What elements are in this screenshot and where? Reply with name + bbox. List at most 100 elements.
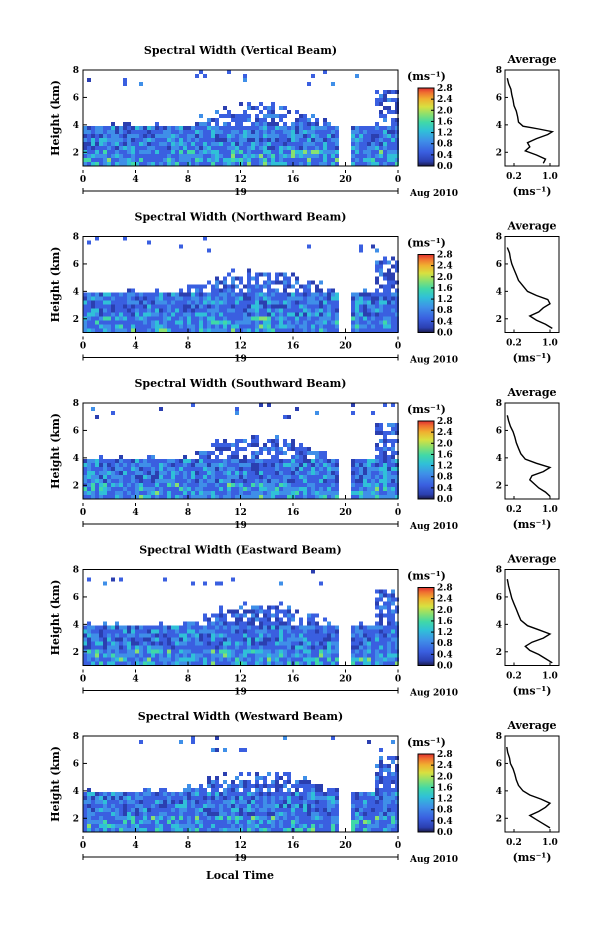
heatmap-cell	[259, 316, 263, 321]
heatmap-cell	[271, 447, 275, 451]
heatmap-cell	[119, 455, 123, 459]
heatmap-cell	[351, 649, 355, 654]
heatmap-cell	[391, 463, 395, 467]
heatmap-cell	[395, 467, 399, 471]
heatmap-cell	[179, 483, 183, 487]
heatmap-cell	[203, 463, 207, 467]
heatmap-cell	[271, 439, 275, 443]
heatmap-cell	[255, 324, 259, 329]
heatmap-cell	[283, 772, 287, 776]
heatmap-cell	[383, 788, 387, 792]
heatmap-cell	[135, 467, 139, 471]
heatmap-cell	[171, 800, 175, 804]
heatmap-cell	[191, 495, 195, 499]
heatmap-cell	[271, 308, 275, 313]
heatmap-cell	[331, 328, 335, 333]
heatmap-cell	[363, 138, 367, 142]
heatmap-cell	[239, 653, 243, 658]
heatmap-cell	[167, 792, 171, 796]
heatmap-cell	[175, 828, 179, 832]
heatmap-cell	[147, 320, 151, 325]
heatmap-cell	[283, 613, 287, 618]
heatmap-cell	[235, 796, 239, 800]
heatmap-cell	[135, 328, 139, 333]
heatmap-cell	[127, 792, 131, 796]
heatmap-cell	[367, 328, 371, 333]
heatmap-cell	[379, 788, 383, 792]
heatmap-cell	[331, 471, 335, 475]
heatmap-cell	[103, 653, 107, 658]
heatmap-cell	[283, 780, 287, 784]
heatmap-cell	[167, 491, 171, 495]
heatmap-cell	[311, 451, 315, 455]
heatmap-cell	[83, 300, 87, 305]
heatmap-cell	[315, 784, 319, 788]
heatmap-cell	[331, 645, 335, 650]
heatmap-cell	[215, 296, 219, 301]
heatmap-cell	[383, 328, 387, 333]
heatmap-cell	[291, 455, 295, 459]
heatmap-cell	[251, 487, 255, 491]
heatmap-cell	[359, 808, 363, 812]
heatmap-cell	[219, 641, 223, 646]
heatmap-cell	[143, 142, 147, 146]
heatmap-cell	[251, 471, 255, 475]
heatmap-cell	[87, 816, 91, 820]
heatmap-cell	[391, 423, 395, 427]
heatmap-cell	[239, 649, 243, 654]
heatmap-cell	[271, 316, 275, 321]
average-y-tick-label: 2	[496, 648, 502, 658]
heatmap-cell	[247, 796, 251, 800]
average-y-tick-label: 6	[496, 593, 502, 603]
heatmap-cell	[251, 808, 255, 812]
heatmap-cell	[295, 292, 299, 297]
heatmap-cell	[147, 308, 151, 313]
heatmap-cell	[135, 130, 139, 134]
heatmap-cell	[159, 824, 163, 828]
heatmap-cell	[355, 629, 359, 634]
heatmap-cell	[143, 146, 147, 150]
heatmap-cell	[99, 320, 103, 325]
heatmap-cell	[143, 633, 147, 638]
heatmap-cell	[303, 467, 307, 471]
heatmap-cell	[151, 800, 155, 804]
heatmap-cell	[195, 653, 199, 658]
heatmap-cell	[107, 463, 111, 467]
heatmap-cell	[387, 804, 391, 808]
heatmap-cell	[131, 288, 135, 293]
heatmap-cell	[199, 804, 203, 808]
heatmap-cell	[295, 653, 299, 658]
heatmap-cell	[391, 475, 395, 479]
heatmap-cell	[323, 158, 327, 162]
heatmap-cell	[223, 491, 227, 495]
heatmap-cell	[99, 300, 103, 305]
heatmap-cell	[139, 491, 143, 495]
heatmap-cell	[211, 808, 215, 812]
heatmap-cell	[263, 649, 267, 654]
heatmap-cell	[331, 788, 335, 792]
heatmap-cell	[367, 312, 371, 317]
heatmap-cell	[147, 471, 151, 475]
heatmap-cell	[95, 792, 99, 796]
heatmap-cell	[379, 824, 383, 828]
heatmap-cell	[251, 292, 255, 297]
heatmap-cell	[139, 154, 143, 158]
heatmap-cell	[371, 629, 375, 634]
heatmap-cell	[215, 134, 219, 138]
heatmap-cell	[311, 142, 315, 146]
heatmap-cell	[187, 328, 191, 333]
heatmap-cell	[123, 487, 127, 491]
heatmap-cell	[171, 146, 175, 150]
heatmap-cell	[151, 459, 155, 463]
heatmap-cell	[171, 324, 175, 329]
heatmap-cell	[279, 808, 283, 812]
heatmap-cell	[299, 300, 303, 305]
heatmap-cell	[107, 300, 111, 305]
heatmap-cell	[247, 653, 251, 658]
heatmap-cell	[391, 158, 395, 162]
heatmap-cell	[95, 146, 99, 150]
colorbar-tick-label: 1.6	[437, 783, 453, 793]
heatmap-cell	[303, 158, 307, 162]
heatmap-cell	[287, 130, 291, 134]
heatmap-cell	[195, 792, 199, 796]
